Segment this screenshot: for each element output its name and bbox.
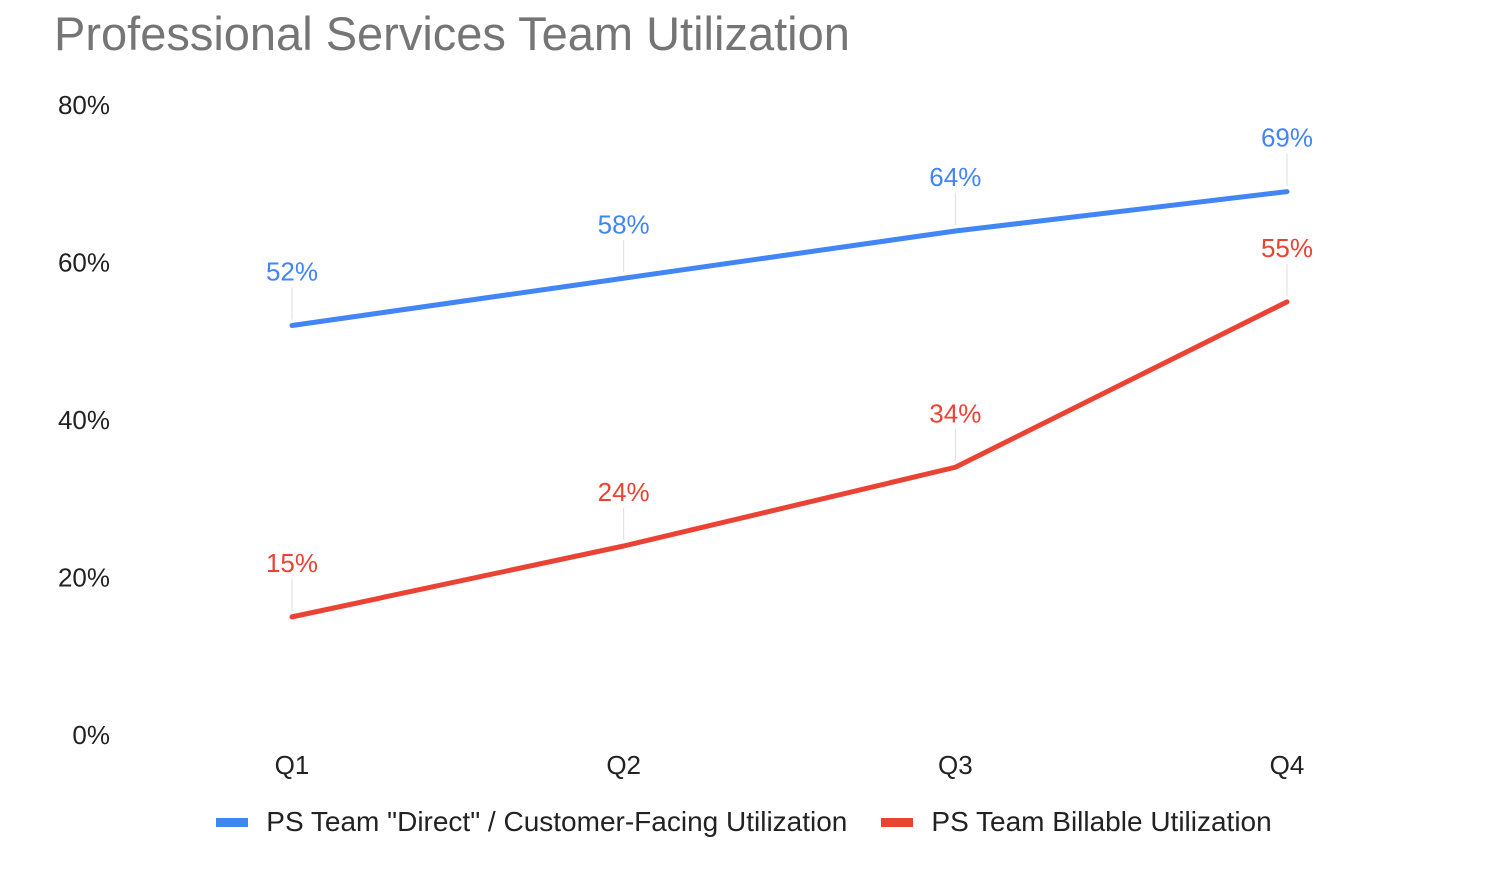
chart-title: Professional Services Team Utilization: [54, 7, 850, 60]
legend-label-billable: PS Team Billable Utilization: [931, 806, 1272, 837]
data-label-direct-q1: 52%: [266, 257, 318, 287]
data-point-billable-q3: [953, 465, 958, 470]
y-tick-label-20pct: 20%: [58, 563, 110, 593]
legend-swatch-direct: [216, 817, 249, 827]
y-tick-label-60pct: 60%: [58, 248, 110, 278]
data-point-billable-q2: [621, 544, 626, 548]
data-point-billable-q1: [290, 614, 294, 619]
legend-label-direct: PS Team "Direct" / Customer-Facing Utili…: [266, 806, 848, 837]
data-point-direct-q2: [621, 276, 626, 281]
chart-legend: PS Team "Direct" / Customer-Facing Utili…: [0, 806, 1488, 838]
x-tick-label-q2: Q2: [606, 750, 641, 780]
y-tick-label-40pct: 40%: [58, 405, 110, 435]
data-point-billable-q4: [1285, 299, 1289, 304]
data-point-direct-q4: [1285, 189, 1289, 194]
data-label-billable-q2: 24%: [598, 477, 650, 507]
data-label-direct-q4: 69%: [1261, 123, 1313, 153]
line-chart: 0% 20% 40% 60% 80% Q1 Q2 Q3 Q4 52% 58% 64% 69% 15% 24%…: [58, 90, 1313, 780]
data-label-billable-q1: 15%: [266, 548, 318, 578]
data-point-direct-q3: [953, 229, 958, 233]
x-tick-label-q1: Q1: [275, 750, 310, 780]
series-line-direct: [289, 189, 1290, 328]
legend-swatch-billable: [881, 817, 914, 827]
data-point-direct-q1: [290, 323, 294, 328]
x-tick-label-q3: Q3: [938, 750, 973, 780]
data-label-direct-q3: 64%: [929, 162, 981, 192]
series-line-billable: [289, 299, 1290, 620]
legend-item-direct-utilization[interactable]: PS Team "Direct" / Customer-Facing Utili…: [216, 806, 847, 838]
data-label-direct-q2: 58%: [598, 209, 650, 239]
y-tick-label-80pct: 80%: [58, 90, 110, 120]
legend-item-billable-utilization[interactable]: PS Team Billable Utilization: [881, 806, 1272, 838]
data-label-billable-q4: 55%: [1261, 233, 1313, 263]
y-tick-label-0pct: 0%: [72, 720, 110, 750]
data-label-billable-q3: 34%: [929, 398, 981, 428]
x-tick-label-q4: Q4: [1270, 750, 1305, 780]
